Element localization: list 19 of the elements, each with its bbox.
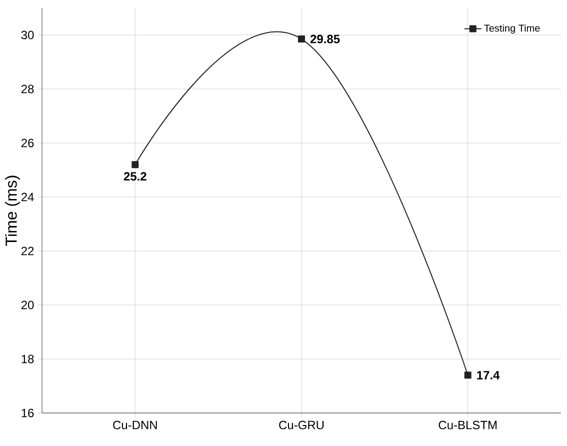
y-tick-label: 20 (21, 300, 34, 310)
y-axis-title: Time (ms) (5, 176, 20, 246)
data-label: 17.4 (477, 371, 500, 380)
y-tick-label: 18 (22, 354, 34, 364)
point (298, 36, 306, 43)
y-tick-label: 26 (21, 138, 34, 148)
y-tick-label: 28 (21, 84, 34, 94)
y-tick-label: 30 (21, 30, 34, 40)
x-tick-label: Cu-GRU (279, 420, 324, 430)
x-tick-label: Cu-BLSTM (438, 420, 497, 430)
data-label: 25.2 (124, 172, 146, 181)
legend-label: Testing Time (484, 24, 540, 34)
y-tick-label: 16 (22, 408, 34, 418)
point (464, 372, 472, 379)
data-label: 29.85 (310, 34, 340, 44)
point (132, 161, 139, 168)
y-tick-label: 22 (21, 246, 34, 256)
x-tick-label: Cu-DNN (113, 420, 157, 430)
y-tick-label: 24 (21, 192, 34, 202)
